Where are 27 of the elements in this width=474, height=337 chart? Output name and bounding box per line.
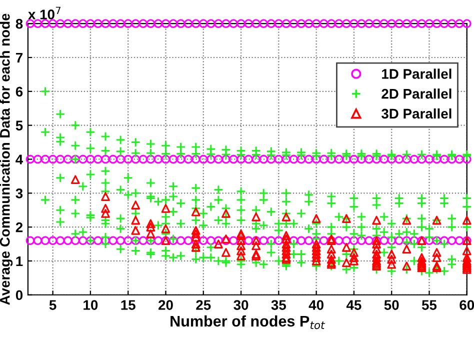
x-axis-title: Number of nodes P$_{tot}$ (170, 315, 326, 330)
y-tick-label: 5 (16, 120, 23, 130)
x-tick-label: 50 (384, 300, 399, 310)
legend-label: 2D Parallel (382, 88, 452, 99)
x-tick-label: 60 (460, 300, 474, 310)
y-tick-label: 0 (16, 290, 23, 300)
x-tick-label: 35 (271, 300, 286, 310)
text: x 10$^{7}$ (28, 6, 60, 20)
y-tick-label: 3 (16, 188, 23, 198)
y-axis-title: Average Communication Data for each node (0, 14, 13, 305)
y-tick-label: 4 (16, 154, 24, 164)
y-tick-label: 2 (16, 222, 23, 232)
y-tick-label: 7 (16, 52, 22, 63)
x-tick-label: 45 (346, 300, 362, 310)
x-tick-label: 25 (196, 300, 211, 310)
x-tick-label: 10 (84, 300, 98, 310)
legend-label: 1D Parallel (382, 68, 452, 79)
x-tick-label: 40 (308, 300, 324, 310)
y-tick-label: 8 (16, 18, 23, 29)
x-tick-label: 55 (422, 300, 437, 310)
x-tick-label: 5 (49, 300, 56, 310)
legend-label: 3D Parallel (381, 108, 452, 119)
x-tick-label: 15 (121, 300, 136, 310)
x-tick-label: 20 (158, 300, 173, 310)
y-tick-label: 1 (16, 256, 23, 266)
y-tick-label: 6 (16, 86, 23, 97)
x-tick-label: 30 (234, 300, 248, 310)
